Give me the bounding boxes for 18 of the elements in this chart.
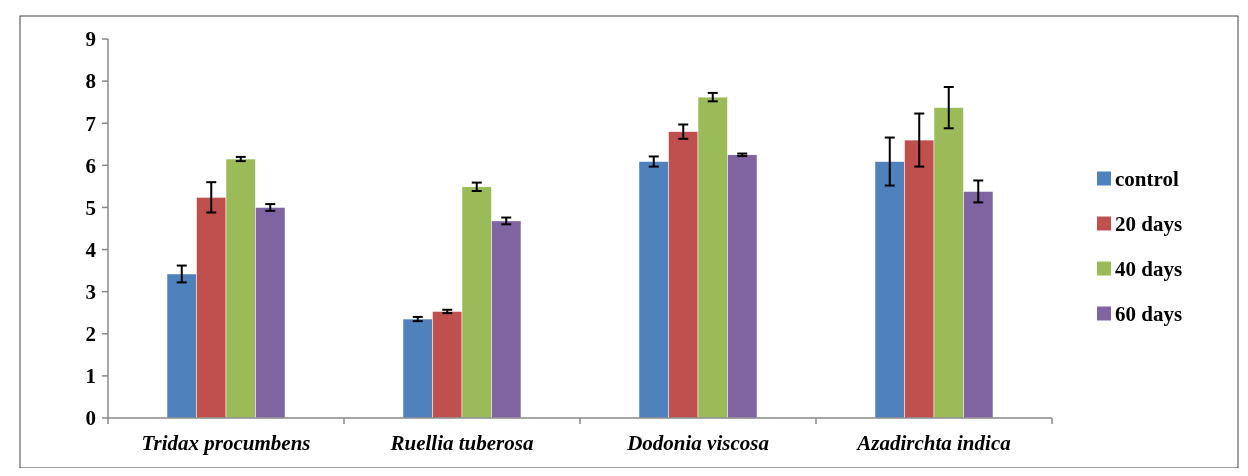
x-tick-label: Dodonia viscosa	[626, 431, 769, 455]
x-tick-label: Tridax procumbens	[141, 431, 311, 455]
y-tick-label: 3	[85, 280, 96, 305]
legend-label: 40 days	[1115, 256, 1183, 281]
legend-label: control	[1115, 166, 1179, 191]
y-tick-label: 0	[85, 406, 96, 431]
y-tick-label: 5	[85, 195, 96, 220]
x-tick-label: Ruellia tuberosa	[389, 431, 534, 455]
y-tick-label: 6	[85, 153, 96, 178]
legend-label: 20 days	[1115, 211, 1183, 236]
y-tick-label: 8	[85, 69, 96, 94]
legend-label: 60 days	[1115, 301, 1183, 326]
y-tick-label: 7	[85, 111, 96, 136]
x-tick-label: Azadirchta indica	[855, 431, 1011, 455]
y-tick-label: 2	[85, 322, 96, 347]
y-tick-label: 4	[85, 237, 97, 262]
y-tick-label: 9	[85, 27, 96, 52]
y-tick-label: 1	[85, 364, 96, 389]
